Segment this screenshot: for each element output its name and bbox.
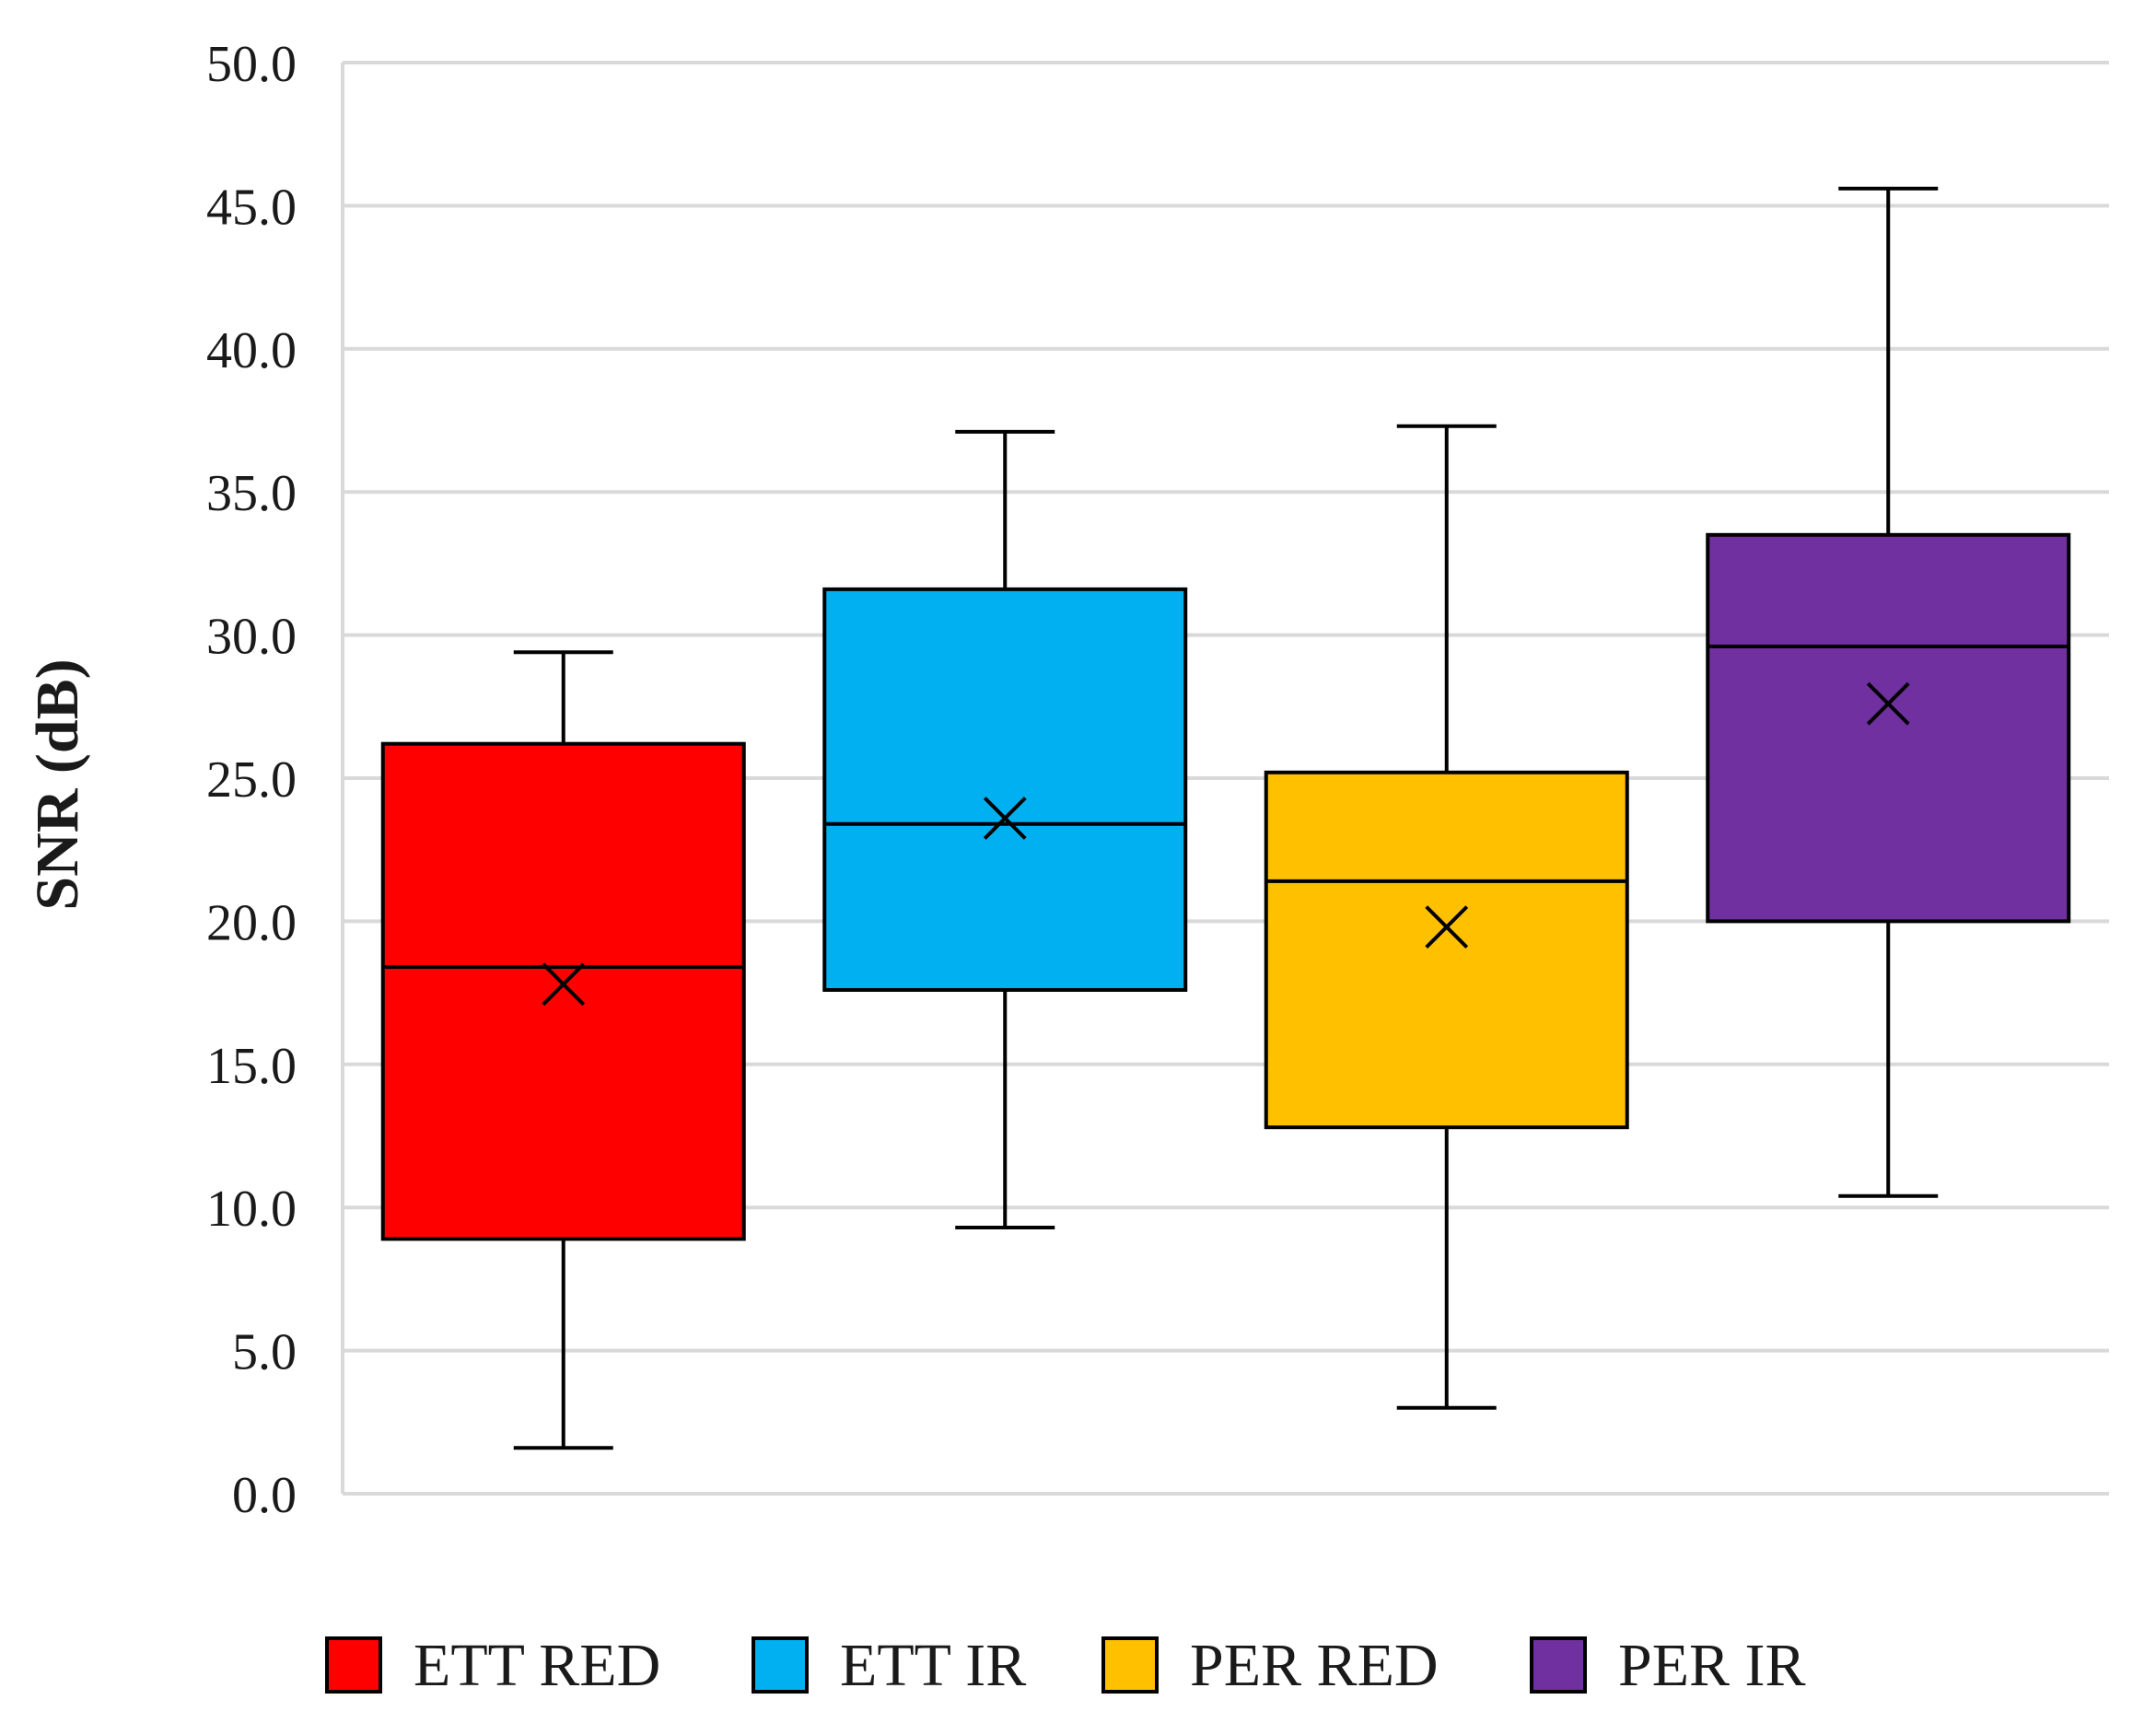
y-tick-label: 40.0 [206,322,297,379]
axis-layer: SNR (dB) 0.0 5.0 10.0 15.0 20.0 25.0 30.0 35.0 4… [24,36,297,1524]
box-iqr [822,587,1188,992]
legend-item: PER IR [1530,1632,1806,1699]
y-tick-label: 10.0 [206,1181,297,1238]
mean-marker [1425,905,1469,949]
y-tick-label: 15.0 [206,1038,297,1095]
box-iqr [380,741,746,1241]
mean-marker [983,797,1027,840]
legend-label: PER RED [1190,1632,1439,1699]
y-axis-title: SNR (dB) [24,658,91,910]
box-group [1264,424,1629,1410]
mean-marker [1866,681,1910,726]
legend: ETT RED ETT IR PER RED PER IR [325,1632,1806,1699]
box-group [380,650,746,1450]
legend-swatch [752,1636,809,1694]
y-tick-label: 45.0 [206,179,297,236]
plot-layer [380,186,2071,1450]
legend-swatch [1101,1636,1159,1694]
legend-swatch [1530,1636,1587,1694]
box-iqr [1264,770,1629,1130]
legend-item: PER RED [1101,1632,1439,1699]
legend-swatch [325,1636,382,1694]
legend-item: ETT IR [752,1632,1026,1699]
y-tick-label: 25.0 [206,751,297,809]
y-tick-label: 50.0 [206,36,297,93]
y-tick-label: 5.0 [232,1324,297,1381]
y-tick-label: 20.0 [206,894,297,951]
box-group [1706,186,2071,1198]
legend-label: ETT RED [414,1632,660,1699]
y-tick-label: 35.0 [206,465,297,522]
y-tick-label: 0.0 [232,1467,297,1524]
box-iqr [1706,532,2071,924]
legend-label: ETT IR [840,1632,1026,1699]
mean-marker [542,962,586,1007]
y-tick-label: 30.0 [206,609,297,666]
legend-label: PER IR [1618,1632,1806,1699]
box-group [822,429,1188,1229]
legend-item: ETT RED [325,1632,660,1699]
